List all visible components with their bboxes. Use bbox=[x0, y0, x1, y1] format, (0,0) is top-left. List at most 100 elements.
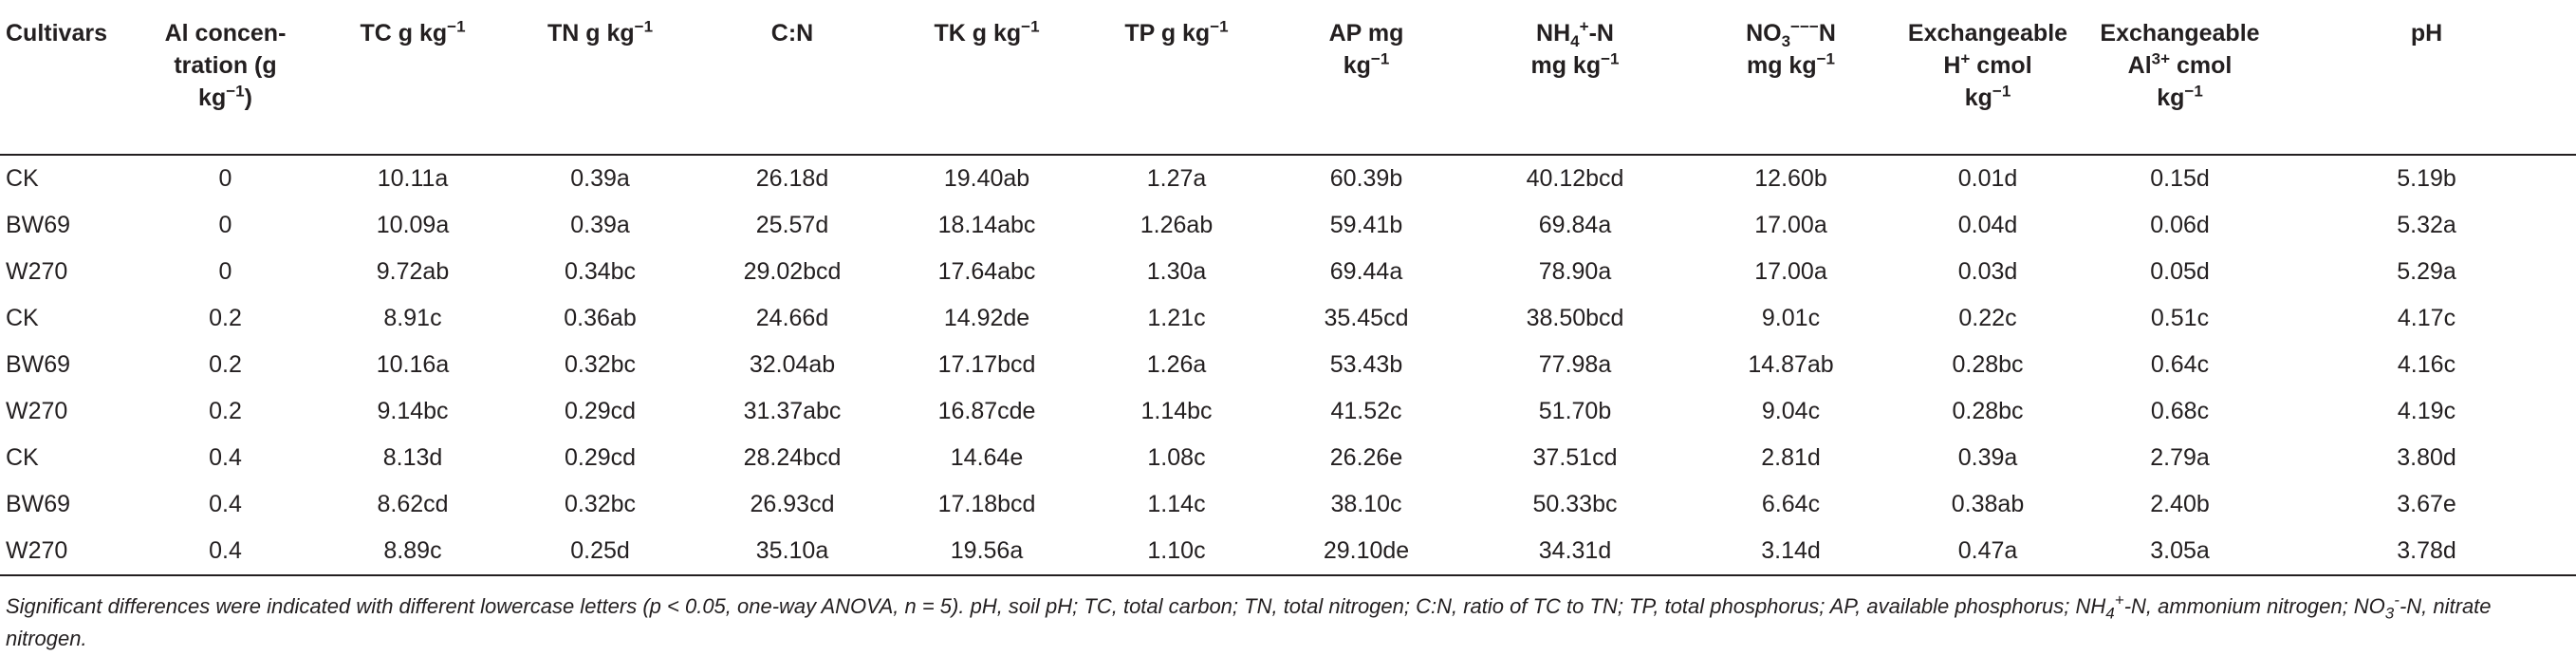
cell-cn: 35.10a bbox=[693, 528, 892, 576]
cell-tp: 1.10c bbox=[1082, 528, 1271, 576]
header-no3: NO3−−−N mg kg−1 bbox=[1689, 6, 1893, 156]
cell-ap: 35.45cd bbox=[1324, 305, 1409, 331]
cell-exal: 3.05a bbox=[2083, 528, 2277, 576]
cell-cultivars: BW69 bbox=[6, 491, 71, 517]
cell-exal: 2.40b bbox=[2150, 491, 2210, 517]
cell-ph: 3.67e bbox=[2397, 491, 2456, 517]
cell-tk: 17.64abc bbox=[937, 258, 1036, 285]
cell-ap: 53.43b bbox=[1329, 351, 1403, 378]
cell-tn: 0.29cd bbox=[564, 444, 637, 471]
cell-tk: 16.87cde bbox=[937, 398, 1036, 424]
cell-exh: 0.47a bbox=[1893, 528, 2083, 576]
cell-no3: 9.01c bbox=[1761, 305, 1821, 331]
cell-tc: 9.14bc bbox=[377, 398, 449, 424]
cell-ap: 41.52c bbox=[1330, 398, 1402, 424]
cell-exh: 0.38ab bbox=[1951, 491, 2025, 517]
cell-exal: 2.79a bbox=[2150, 444, 2210, 471]
cell-ap: 69.44a bbox=[1329, 258, 1403, 285]
cell-al: 0 bbox=[218, 165, 232, 192]
cell-exal: 0.05d bbox=[2150, 258, 2210, 285]
header-exal: Exchangeable Al3+ cmol kg−1 bbox=[2083, 6, 2277, 156]
cell-cultivars: BW69 bbox=[6, 351, 71, 378]
cell-nh4: 40.12bcd bbox=[1526, 165, 1624, 192]
cell-al: 0 bbox=[218, 258, 232, 285]
cell-ph: 5.19b bbox=[2397, 165, 2456, 192]
cell-cn: 28.24bcd bbox=[743, 444, 842, 471]
cell-exh: 0.01d bbox=[1957, 165, 2018, 192]
header-al: Al concen-tration (g kg−1) bbox=[133, 6, 318, 156]
cell-cultivars: BW69 bbox=[6, 212, 71, 238]
cell-tc: 10.09a bbox=[376, 212, 450, 238]
cell-no3: 9.04c bbox=[1761, 398, 1821, 424]
cell-ph: 3.78d bbox=[2277, 528, 2576, 576]
cell-ph: 4.16c bbox=[2397, 351, 2456, 378]
cell-no3: 6.64c bbox=[1761, 491, 1821, 517]
cell-tk: 17.18bcd bbox=[937, 491, 1036, 517]
cell-exal: 0.51c bbox=[2150, 305, 2210, 331]
cell-tc: 10.11a bbox=[377, 165, 449, 192]
table-row: CK 0 10.11a 0.39a 26.18d 19.40ab 1.27a 60.39b 40… bbox=[0, 155, 2576, 202]
cell-tc: 8.62cd bbox=[377, 491, 449, 517]
header-nh4: NH4+-N mg kg−1 bbox=[1461, 6, 1689, 156]
cell-tk: 14.64e bbox=[950, 444, 1024, 471]
cell-tp: 1.27a bbox=[1146, 165, 1207, 192]
header-cultivars: Cultivars bbox=[0, 6, 133, 156]
cell-ph: 4.19c bbox=[2397, 398, 2456, 424]
cell-al: 0.2 bbox=[209, 398, 242, 424]
cell-al: 0.4 bbox=[133, 528, 318, 576]
cell-no3: 2.81d bbox=[1761, 444, 1821, 471]
table-header: Cultivars Al concen-tration (g kg−1) TC g k… bbox=[0, 6, 2576, 156]
cell-exh: 0.04d bbox=[1957, 212, 2018, 238]
cell-ph: 5.32a bbox=[2397, 212, 2456, 238]
header-tn: TN g kg−1 bbox=[508, 6, 693, 156]
cell-exal: 0.68c bbox=[2150, 398, 2210, 424]
cell-exh: 0.28bc bbox=[1952, 398, 2024, 424]
cell-exh: 0.03d bbox=[1957, 258, 2018, 285]
cell-tp: 1.26a bbox=[1146, 351, 1207, 378]
cell-tn: 0.29cd bbox=[564, 398, 637, 424]
cell-cultivars: W270 bbox=[6, 258, 68, 285]
cell-nh4: 78.90a bbox=[1538, 258, 1612, 285]
cell-tc: 10.16a bbox=[376, 351, 450, 378]
cell-cultivars: CK bbox=[6, 444, 39, 471]
cell-al: 0.2 bbox=[209, 305, 242, 331]
cell-ph: 5.29a bbox=[2397, 258, 2456, 285]
cell-exal: 0.15d bbox=[2150, 165, 2210, 192]
cell-tc: 8.91c bbox=[383, 305, 442, 331]
cell-nh4: 77.98a bbox=[1538, 351, 1612, 378]
cell-cultivars: W270 bbox=[6, 398, 68, 424]
table-footnote: Significant differences were indicated w… bbox=[6, 590, 2492, 650]
header-ph: pH bbox=[2277, 6, 2576, 156]
header-ap: AP mg kg−1 bbox=[1271, 6, 1461, 156]
cell-ap: 38.10c bbox=[1330, 491, 1402, 517]
table-row: BW69 0.2 10.16a 0.32bc 32.04ab 17.17bcd 1.26a 5… bbox=[0, 342, 2576, 388]
table-row: W270 0.4 8.89c 0.25d 35.10a 19.56a 1.10c 29.10d… bbox=[0, 528, 2576, 576]
cell-cn: 31.37abc bbox=[743, 398, 842, 424]
cell-tk: 17.17bcd bbox=[937, 351, 1036, 378]
cell-al: 0 bbox=[218, 212, 232, 238]
cell-ap: 59.41b bbox=[1329, 212, 1403, 238]
cell-tn: 0.39a bbox=[570, 165, 630, 192]
cell-ph: 4.17c bbox=[2397, 305, 2456, 331]
cell-cultivars: W270 bbox=[0, 528, 133, 576]
cell-tp: 1.30a bbox=[1146, 258, 1207, 285]
header-tc: TC g kg−1 bbox=[318, 6, 508, 156]
cell-tk: 19.56a bbox=[892, 528, 1082, 576]
cell-tn: 0.25d bbox=[508, 528, 693, 576]
header-exh: Exchangeable H+ cmol kg−1 bbox=[1893, 6, 2083, 156]
cell-exh: 0.22c bbox=[1958, 305, 2017, 331]
cell-al: 0.2 bbox=[209, 351, 242, 378]
cell-no3: 17.00a bbox=[1754, 212, 1827, 238]
cell-cn: 25.57d bbox=[755, 212, 829, 238]
table-row: CK 0.2 8.91c 0.36ab 24.66d 14.92de 1.21c 35.45c… bbox=[0, 295, 2576, 342]
cell-no3: 3.14d bbox=[1689, 528, 1893, 576]
cell-cn: 26.93cd bbox=[750, 491, 835, 517]
cell-tn: 0.32bc bbox=[564, 351, 637, 378]
table-row: W270 0 9.72ab 0.34bc 29.02bcd 17.64abc 1.30a 69… bbox=[0, 249, 2576, 295]
cell-no3: 12.60b bbox=[1754, 165, 1827, 192]
cell-nh4: 34.31d bbox=[1461, 528, 1689, 576]
table-row: W270 0.2 9.14bc 0.29cd 31.37abc 16.87cde 1.14b… bbox=[0, 388, 2576, 435]
cell-no3: 17.00a bbox=[1754, 258, 1827, 285]
cell-al: 0.4 bbox=[209, 444, 242, 471]
